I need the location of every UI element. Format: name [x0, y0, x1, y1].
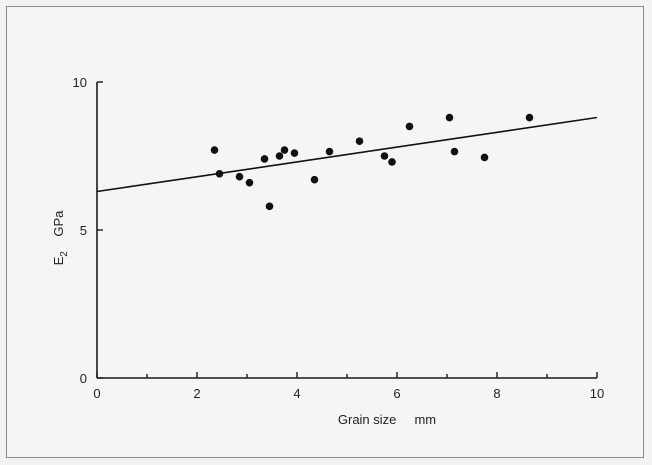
- y-axis-unit: GPa: [51, 210, 66, 237]
- y-axis-subscript: 2: [59, 251, 70, 257]
- data-point: [245, 178, 254, 187]
- data-point: [275, 152, 284, 160]
- regression-line: [96, 116, 598, 193]
- figure-frame: [6, 6, 644, 458]
- data-point: [325, 147, 334, 156]
- data-point: [290, 149, 299, 157]
- x-tick-label: 4: [293, 386, 300, 401]
- x-axis-title: Grain size mm: [338, 412, 436, 427]
- data-point: [280, 146, 289, 154]
- data-point: [450, 147, 459, 156]
- data-point: [380, 152, 389, 160]
- data-point: [265, 202, 274, 211]
- y-axis-symbol: E: [51, 256, 66, 265]
- data-point: [445, 113, 454, 122]
- y-tick-label: 5: [80, 223, 87, 238]
- ticks: [96, 81, 598, 379]
- data-point: [525, 113, 534, 122]
- x-tick-label: 2: [193, 386, 200, 401]
- data-point: [210, 146, 219, 154]
- data-point: [480, 153, 489, 162]
- data-point: [260, 155, 269, 163]
- data-points: [210, 113, 534, 211]
- data-point: [235, 172, 244, 181]
- data-point: [355, 137, 364, 145]
- data-point: [215, 169, 224, 178]
- x-tick-label: 8: [493, 386, 500, 401]
- svg-text:E2 GPa: E2 GPa: [51, 210, 70, 265]
- y-tick-label: 0: [80, 371, 87, 386]
- y-tick-label: 10: [73, 75, 87, 90]
- data-point: [310, 175, 319, 184]
- y-axis-title: E2 GPa: [51, 210, 70, 265]
- x-tick-label: 0: [93, 386, 100, 401]
- axes: [96, 82, 597, 379]
- data-point: [388, 158, 396, 166]
- data-point: [405, 122, 414, 131]
- x-tick-label: 10: [590, 386, 604, 401]
- x-tick-label: 6: [393, 386, 400, 401]
- tick-labels: 0 2 4 6 8 10 0 5 10: [73, 75, 605, 401]
